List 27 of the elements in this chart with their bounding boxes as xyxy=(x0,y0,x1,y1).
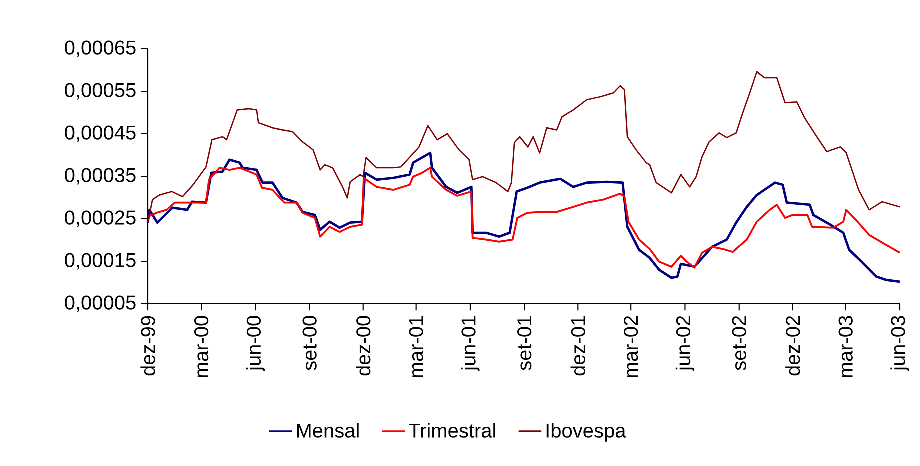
x-tick-label: mar-01 xyxy=(409,316,424,378)
y-tick-label: 0,00015 xyxy=(65,253,136,270)
x-tick-label: mar-00 xyxy=(194,316,209,378)
x-tick-label: mar-02 xyxy=(624,316,638,378)
line-series xyxy=(147,71,901,224)
x-tick-label: jun-02 xyxy=(676,316,695,372)
x-tick-label: dez-02 xyxy=(786,316,800,376)
y-tick-label: 0,00035 xyxy=(65,168,136,185)
y-tick-label: 0,00025 xyxy=(65,210,136,228)
x-tick-label: set-02 xyxy=(732,316,746,370)
legend-label: Mensal xyxy=(297,423,359,438)
y-tick-label: 0,00045 xyxy=(65,126,136,142)
x-tick-label: dez-01 xyxy=(570,316,586,376)
y-tick-label: 0,00055 xyxy=(65,83,136,100)
legend-label: Trimestral xyxy=(409,423,496,438)
x-tick-label: dez-99 xyxy=(140,316,156,376)
x-tick-label: dez-00 xyxy=(356,316,371,376)
x-tick-label: mar-03 xyxy=(838,316,853,378)
x-tick-label: set-00 xyxy=(302,316,317,370)
y-tick-label: 0,00005 xyxy=(65,296,136,312)
line-series xyxy=(146,152,902,284)
x-tick-label: set-01 xyxy=(518,316,532,370)
legend-label: Ibovespa xyxy=(546,423,626,442)
x-tick-label: jun-03 xyxy=(890,316,910,372)
x-tick-label: jun-00 xyxy=(246,316,265,372)
x-tick-label: jun-01 xyxy=(461,316,480,372)
y-tick-label: 0,00065 xyxy=(65,40,136,58)
